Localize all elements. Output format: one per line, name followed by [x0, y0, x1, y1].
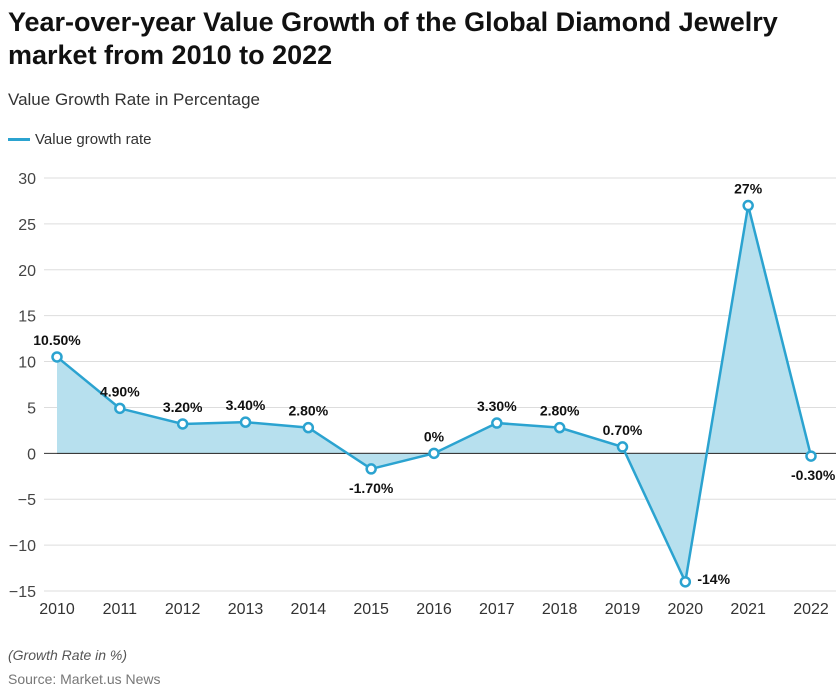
data-point — [176, 418, 189, 430]
data-label: 27% — [734, 181, 763, 197]
chart-note: (Growth Rate in %) — [8, 647, 128, 663]
y-tick-label: −10 — [9, 538, 36, 555]
data-label: 4.90% — [100, 383, 140, 399]
legend-swatch — [8, 138, 30, 141]
x-tick-label: 2020 — [668, 601, 704, 618]
data-label: 10.50% — [33, 332, 81, 348]
data-label: -1.70% — [349, 480, 394, 496]
data-point — [365, 463, 377, 475]
data-label: 0.70% — [603, 422, 643, 438]
data-point — [428, 447, 440, 460]
x-tick-label: 2017 — [479, 601, 515, 618]
y-tick-label: 10 — [18, 355, 36, 372]
x-tick-label: 2022 — [793, 601, 829, 618]
x-tick-label: 2014 — [291, 601, 327, 618]
data-label: 0% — [424, 428, 445, 444]
chart-subtitle: Value Growth Rate in Percentage — [8, 90, 260, 109]
chart-source: Source: Market.us News — [8, 671, 161, 687]
data-label: 3.40% — [226, 397, 266, 413]
data-label: -0.30% — [791, 467, 836, 483]
data-point — [742, 199, 754, 212]
x-tick-label: 2011 — [103, 601, 138, 618]
data-point — [302, 421, 315, 434]
data-label: -14% — [697, 571, 730, 587]
data-point — [239, 416, 252, 428]
data-point — [805, 450, 817, 462]
y-tick-label: 5 — [27, 400, 36, 417]
data-label: 2.80% — [540, 403, 580, 419]
x-tick-label: 2019 — [605, 601, 641, 618]
data-label: 3.30% — [477, 398, 517, 414]
series-line — [56, 205, 813, 587]
y-tick-label: 25 — [18, 217, 36, 234]
area-fill — [57, 205, 811, 582]
y-tick-label: −5 — [18, 492, 36, 509]
x-tick-label: 2015 — [353, 601, 389, 618]
y-tick-label: 30 — [18, 171, 36, 188]
data-point — [491, 417, 503, 429]
data-point — [616, 441, 629, 453]
data-point — [679, 576, 692, 588]
data-label: 3.20% — [163, 399, 203, 415]
data-point — [553, 421, 566, 434]
x-tick-label: 2021 — [730, 601, 766, 618]
chart-title: Year-over-year Value Growth of the Globa… — [8, 7, 778, 70]
legend-label: Value growth rate — [35, 131, 152, 148]
data-point — [51, 351, 63, 363]
x-tick-label: 2013 — [228, 601, 264, 618]
data-point — [114, 402, 126, 415]
y-tick-label: 15 — [18, 309, 36, 326]
y-tick-label: 0 — [27, 446, 36, 463]
x-tick-label: 2010 — [39, 601, 75, 618]
y-tick-label: 20 — [18, 263, 36, 280]
data-label: 2.80% — [288, 403, 328, 419]
legend: Value growth rate — [8, 131, 151, 148]
y-tick-label: −15 — [9, 584, 36, 601]
x-tick-label: 2016 — [416, 601, 452, 618]
x-tick-label: 2012 — [165, 601, 201, 618]
x-tick-label: 2018 — [542, 601, 578, 618]
